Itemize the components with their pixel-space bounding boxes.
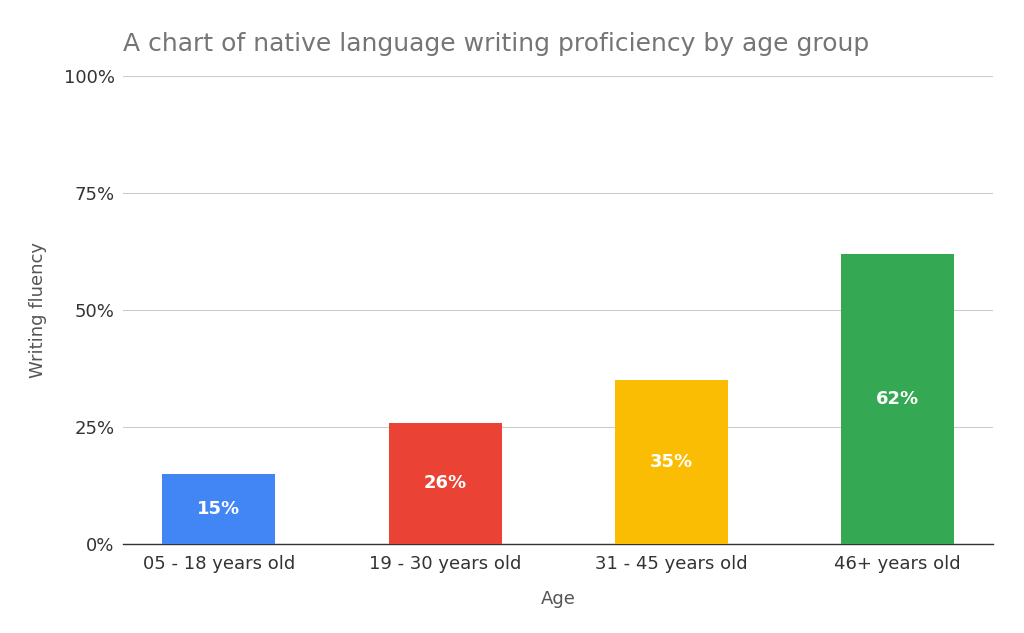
Text: 15%: 15% bbox=[198, 500, 241, 518]
Bar bbox=[614, 380, 728, 544]
X-axis label: Age: Age bbox=[541, 590, 575, 608]
Text: 62%: 62% bbox=[876, 390, 919, 408]
Text: 26%: 26% bbox=[424, 475, 467, 492]
Bar bbox=[163, 474, 275, 544]
Bar bbox=[841, 254, 953, 544]
Text: 35%: 35% bbox=[649, 453, 692, 472]
Bar bbox=[388, 423, 502, 544]
Text: A chart of native language writing proficiency by age group: A chart of native language writing profi… bbox=[123, 32, 869, 56]
Y-axis label: Writing fluency: Writing fluency bbox=[29, 242, 47, 378]
